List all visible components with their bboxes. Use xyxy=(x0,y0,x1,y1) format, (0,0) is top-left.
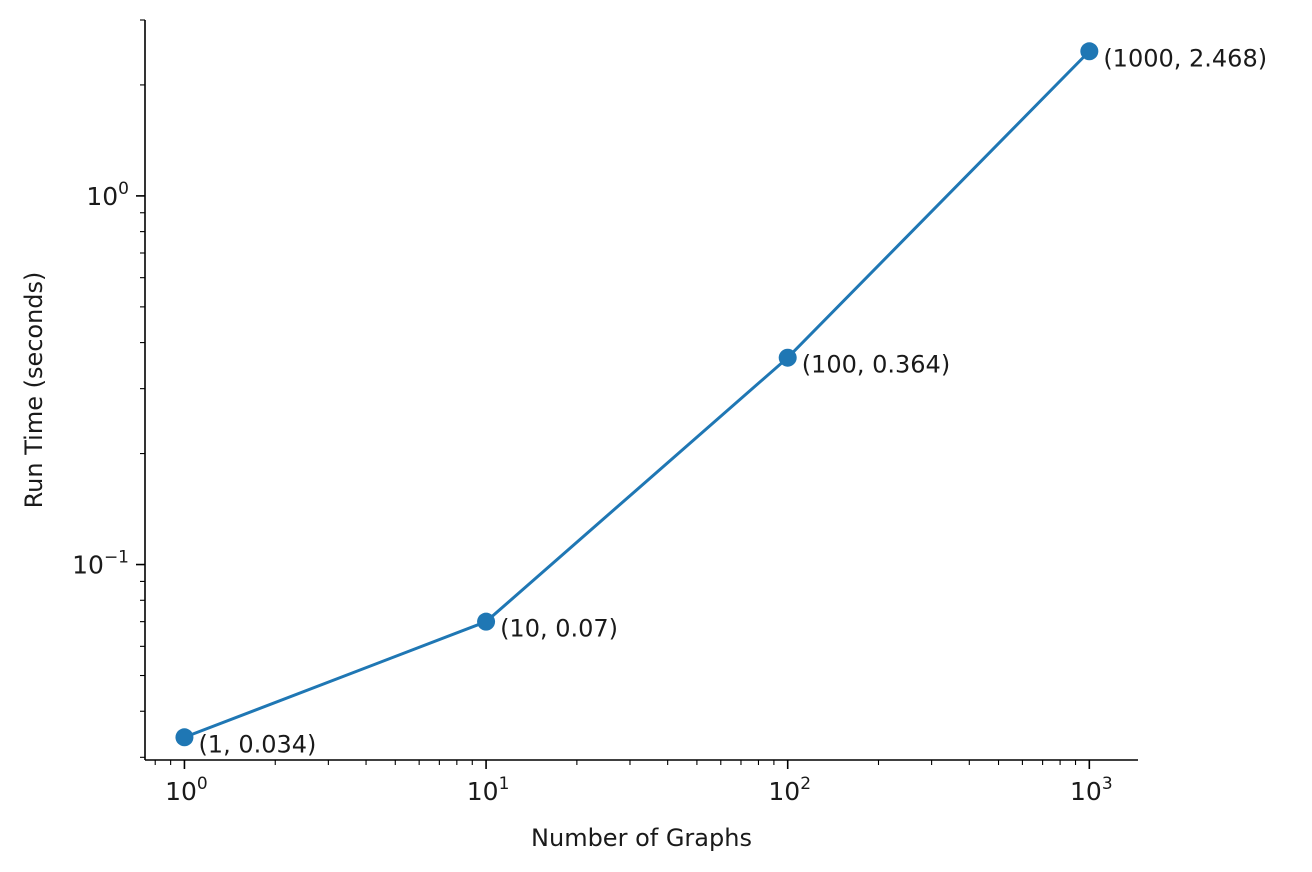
data-point xyxy=(778,348,797,367)
series-layer: (1, 0.034) (10, 0.07) (100, 0.364) (1000, 2… xyxy=(175,42,1267,758)
y-tick-label: 100 xyxy=(86,179,129,211)
x-tick-label: 100 xyxy=(165,774,208,806)
data-label: (100, 0.364) xyxy=(802,351,951,379)
data-point xyxy=(175,728,194,747)
y-axis-label: Run Time (seconds) xyxy=(20,272,48,509)
data-label: (1, 0.034) xyxy=(198,730,316,758)
data-label: (1000, 2.468) xyxy=(1103,44,1267,72)
data-label: (10, 0.07) xyxy=(500,615,618,643)
y-minor-ticks xyxy=(140,19,145,758)
x-tick-label: 102 xyxy=(768,774,811,806)
x-tick-label: 101 xyxy=(467,774,510,806)
x-minor-ticks xyxy=(154,760,1077,765)
y-axis-ticks: 10−1 100 xyxy=(72,179,145,580)
series-line xyxy=(183,50,1091,739)
x-axis-label: Number of Graphs xyxy=(531,824,752,852)
data-point xyxy=(1080,42,1099,61)
data-point xyxy=(477,612,496,631)
y-tick-label: 10−1 xyxy=(72,548,129,580)
x-tick-label: 103 xyxy=(1070,774,1113,806)
x-axis-ticks: 100 101 102 103 xyxy=(165,760,1113,806)
